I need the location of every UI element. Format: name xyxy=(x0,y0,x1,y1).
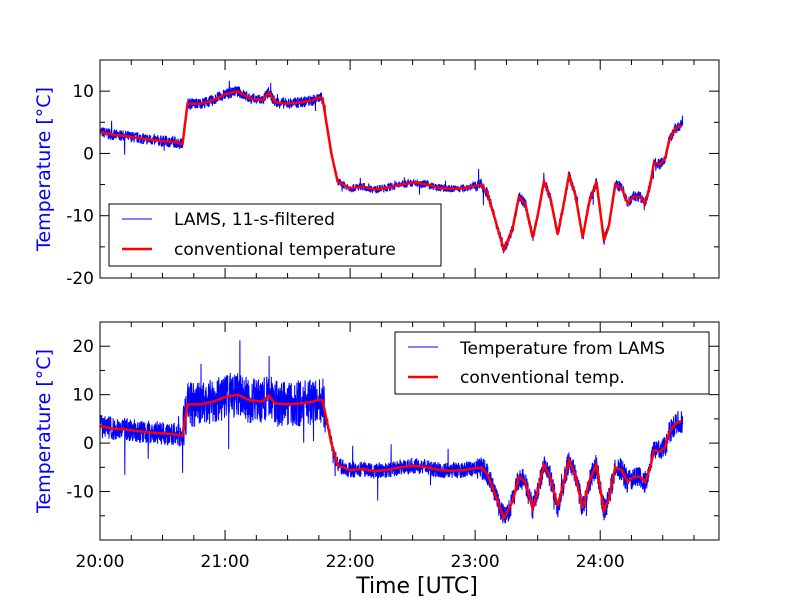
bottom-legend: Temperature from LAMS conventional temp. xyxy=(394,331,710,395)
x-tick-label: 20:00 xyxy=(76,552,125,572)
y-tick-label: 0 xyxy=(83,434,94,454)
x-tick-label: 24:00 xyxy=(576,552,625,572)
top-legend-label-conventional: conventional temperature xyxy=(174,240,396,260)
y-tick-label: -20 xyxy=(66,269,94,289)
y-tick-label: 20 xyxy=(72,337,94,357)
x-tick-label: 23:00 xyxy=(451,552,500,572)
y-tick-label: 10 xyxy=(72,82,94,102)
top-legend: LAMS, 11-s-filtered conventional tempera… xyxy=(108,203,442,267)
x-tick-label: 21:00 xyxy=(201,552,250,572)
bottom-legend-label-lams: Temperature from LAMS xyxy=(459,339,665,359)
top-legend-label-lams: LAMS, 11-s-filtered xyxy=(174,210,335,230)
x-axis-label: Time [UTC] xyxy=(355,574,478,599)
conventional-temp-trace xyxy=(99,393,683,522)
bottom-plot-frame xyxy=(99,321,720,541)
bottom-panel: -10 0 10 20 Temperature [°C] Temperature fr… xyxy=(33,321,720,599)
top-panel: -20 -10 0 10 Temperature [°C] LAMS, 11-s-fi… xyxy=(33,59,720,289)
y-tick-label: -10 xyxy=(66,207,94,227)
top-plot-frame xyxy=(99,59,720,279)
y-tick-label: -10 xyxy=(66,483,94,503)
bottom-y-ticks: -10 0 10 20 xyxy=(66,321,719,541)
top-legend-box xyxy=(108,203,442,267)
conventional-temperature-trace xyxy=(99,89,683,255)
y-tick-label: 0 xyxy=(83,144,94,164)
bottom-y-axis-label: Temperature [°C] xyxy=(33,349,55,514)
top-y-ticks: -20 -10 0 10 xyxy=(66,59,719,289)
x-tick-labels: 20:00 21:00 22:00 23:00 24:00 xyxy=(76,552,625,572)
x-tick-label: 22:00 xyxy=(326,552,375,572)
bottom-legend-box xyxy=(394,331,710,395)
top-y-axis-label: Temperature [°C] xyxy=(33,87,55,252)
bottom-x-ticks xyxy=(99,322,695,540)
y-tick-label: 10 xyxy=(72,386,94,406)
bottom-legend-label-conventional: conventional temp. xyxy=(460,368,625,388)
